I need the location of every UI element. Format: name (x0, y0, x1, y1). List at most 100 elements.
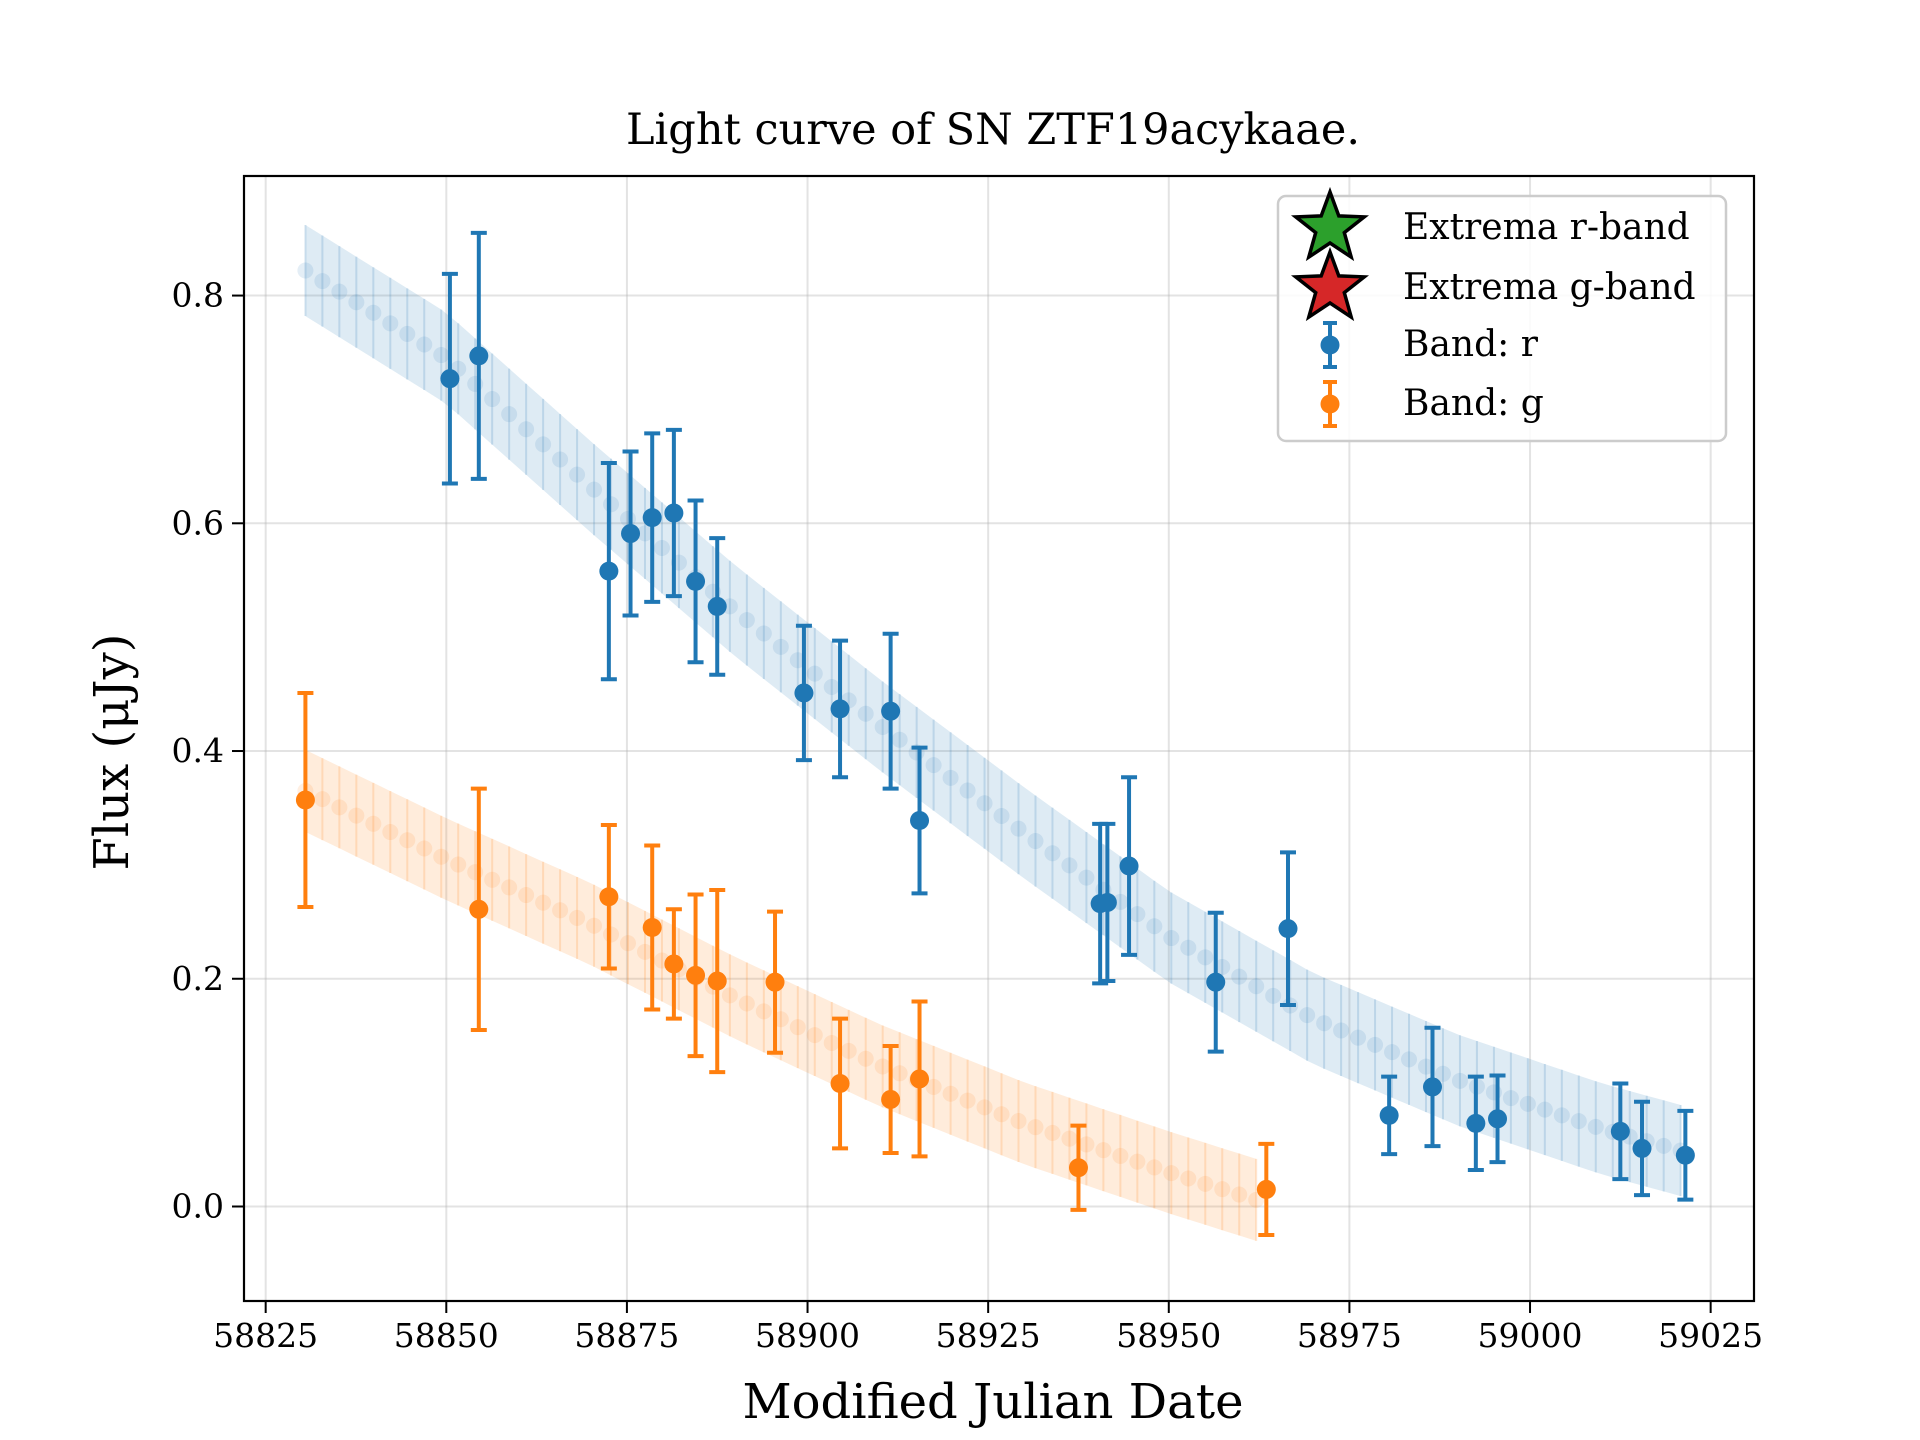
x-tick-label: 58950 (1116, 1316, 1221, 1355)
model-point (1010, 820, 1027, 837)
model-point (993, 807, 1010, 824)
data-point (686, 498, 706, 665)
data-marker (1379, 1105, 1399, 1125)
model-point (789, 652, 806, 669)
model-point (348, 294, 365, 311)
model-point (1061, 1130, 1078, 1147)
data-marker (295, 790, 315, 810)
model-point (1129, 906, 1146, 923)
model-point (1146, 1159, 1163, 1176)
data-marker (1119, 856, 1139, 876)
data-marker (765, 972, 785, 992)
data-point (469, 786, 489, 1032)
model-point (1384, 1044, 1401, 1061)
data-point (1422, 1025, 1442, 1149)
data-point (707, 536, 727, 677)
y-axis-label: Flux (μJy) (84, 634, 140, 871)
legend-label: Band: g (1403, 383, 1544, 424)
model-point (314, 791, 331, 808)
legend-label: Extrema r-band (1403, 207, 1690, 248)
data-marker (1256, 1179, 1276, 1199)
model-point (399, 832, 416, 849)
y-tick-label: 0.4 (172, 731, 224, 770)
data-marker (794, 683, 814, 703)
legend-star-icon (1290, 246, 1370, 322)
data-marker (599, 887, 619, 907)
data-marker (469, 899, 489, 919)
data-marker (1675, 1145, 1695, 1165)
model-point (755, 1003, 772, 1020)
model-point (636, 525, 653, 542)
model-point (1536, 1101, 1553, 1118)
model-point (569, 909, 586, 926)
data-point (1097, 821, 1117, 984)
model-point (1434, 1065, 1451, 1082)
model-point (1197, 1175, 1214, 1192)
model-point (772, 638, 789, 655)
data-point (765, 909, 785, 1055)
y-tick-label: 0.8 (172, 276, 224, 315)
chart-title: Light curve of SN ZTF19acykaae. (626, 105, 1360, 155)
model-point (365, 304, 382, 321)
model-point (399, 325, 416, 342)
model-point (365, 815, 382, 832)
data-point (1610, 1081, 1630, 1182)
model-point (1231, 1186, 1248, 1203)
model-point (1367, 1036, 1384, 1053)
data-point (1379, 1074, 1399, 1157)
model-point (925, 1078, 942, 1095)
model-point (755, 625, 772, 642)
data-marker (1466, 1113, 1486, 1133)
model-point (348, 807, 365, 824)
model-point (1163, 930, 1180, 947)
model-point (433, 848, 450, 865)
model-point (603, 496, 620, 513)
data-marker (830, 699, 850, 719)
data-point (621, 449, 641, 618)
model-point (501, 879, 518, 896)
data-marker (1610, 1121, 1630, 1141)
model-point (1570, 1113, 1587, 1130)
data-marker (1632, 1138, 1652, 1158)
data-point (686, 892, 706, 1059)
data-marker (642, 508, 662, 528)
data-point (642, 431, 662, 604)
data-marker (664, 954, 684, 974)
data-point (830, 1016, 850, 1151)
legend-marker (1320, 335, 1340, 355)
plot-frame (242, 174, 1756, 1303)
model-point (484, 391, 501, 408)
model-point (382, 315, 399, 332)
data-point (1466, 1074, 1486, 1173)
model-point (942, 769, 959, 786)
model-point (806, 1027, 823, 1044)
model-point (1502, 1090, 1519, 1107)
model-point (1417, 1058, 1434, 1075)
data-point (599, 460, 619, 682)
data-marker (642, 918, 662, 938)
model-point (857, 705, 874, 722)
model-point (1078, 1136, 1095, 1153)
legend-item: Band: g (1320, 380, 1544, 428)
model-point (721, 987, 738, 1004)
x-axis-label: Modified Julian Date (743, 1374, 1244, 1430)
data-point (707, 887, 727, 1075)
model-point (1180, 939, 1197, 956)
data-point (1278, 850, 1298, 1007)
x-tick-label: 58850 (394, 1316, 499, 1355)
data-point (440, 271, 460, 486)
model-point (1027, 1119, 1044, 1136)
legend-item: Extrema g-band (1290, 246, 1696, 322)
data-point (830, 638, 850, 780)
model-point (1519, 1095, 1536, 1112)
legend: Extrema r-band Extrema g-band Band: r Band:… (1276, 186, 1728, 443)
model-point (297, 262, 314, 279)
model-point (314, 273, 331, 290)
data-point (1675, 1108, 1695, 1202)
data-marker (469, 346, 489, 366)
data-point (881, 631, 901, 791)
data-point (1256, 1141, 1276, 1237)
model-point (1451, 1072, 1468, 1089)
data-point (1119, 775, 1139, 957)
x-tick-label: 59025 (1658, 1316, 1763, 1355)
